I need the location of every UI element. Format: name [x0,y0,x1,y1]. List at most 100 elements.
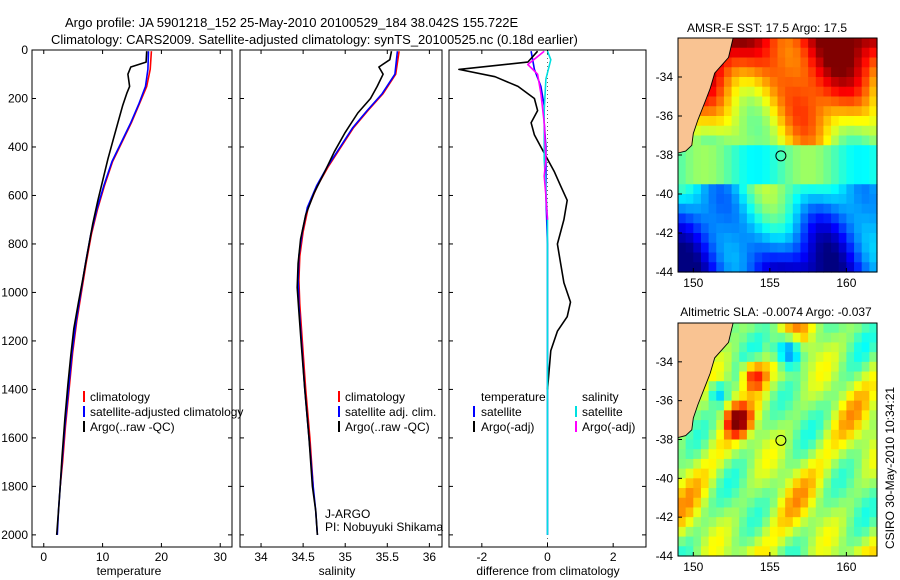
sla-map-cell [823,497,832,509]
sla-map-cell [731,352,740,363]
sst-map-cell [708,203,717,215]
sst-map-ytick-label: -44 [656,265,674,279]
sst-map-cell [846,252,855,263]
sla-map-cell [823,342,832,353]
sla-map-cell [769,390,779,402]
sla-map-cell [723,458,733,470]
sst-map-cell [823,86,832,98]
sla-map-cell [792,478,802,489]
sst-map-cell [815,184,825,195]
sla-map-cell [754,507,763,518]
sst-map-cell [831,38,840,49]
sst-map-cell [746,184,756,195]
sla-map-cell [693,478,702,489]
sla-map-cell [800,526,809,538]
sst-map-cell [861,194,870,205]
sla-map-cell [700,420,710,431]
sla-map-cell [708,400,717,411]
sla-map-cell [831,390,840,402]
sst-map-cell [815,252,825,263]
sst-map-cell [754,194,763,205]
sla-map-cell [869,361,878,373]
sst-map-cell [723,184,733,195]
sst-map-cell [846,194,855,205]
sst-map-cell [693,164,702,176]
sst-map-float-marker [775,150,787,162]
salinity-frame [239,49,443,548]
sla-map-cell [831,400,840,411]
sla-map-cell [731,536,740,547]
sla-map-cell [831,352,840,363]
sla-map-cell [769,449,779,460]
sla-map-cell [831,507,840,518]
sst-map-cell [716,96,725,107]
sla-map-cell [800,439,809,450]
sst-map-cell [708,194,717,205]
temperature-ytick-label: 400 [8,140,28,154]
sla-map-cell [731,332,740,344]
sst-map-cell [777,213,786,224]
sla-map-cell [739,497,748,509]
sst-map-cell [861,67,870,78]
sst-map-cell [746,67,756,78]
sla-map-cell [731,507,740,518]
sla-map-cell [846,381,855,392]
sla-map-cell [739,536,748,547]
sst-map-cell [785,67,794,78]
sst-map-cell [754,106,763,117]
sst-map-cell [731,125,740,137]
sla-map-cell [808,546,817,557]
sst-map-cell [792,77,802,88]
sst-map-cell [869,184,878,195]
sst-map-cell [838,96,847,107]
sla-map-cell [846,439,855,450]
sla-map-cell [792,323,802,334]
sla-map-cell [700,468,710,479]
sla-map-cell [785,526,794,538]
sla-map-cell [869,390,878,402]
sla-map-cell [831,478,840,489]
sla-map-cell [808,478,817,489]
sst-map-cell [800,57,809,68]
sla-map-cell [815,410,825,421]
sla-map-cell [678,517,687,528]
difference-legend-entry-3: Argo(-adj) [481,420,534,434]
sst-map-cell [685,145,694,156]
sla-map-cell [869,420,878,431]
sla-map-title: Altimetric SLA: -0.0074 Argo: -0.037 [680,305,872,319]
sst-map-cell [792,86,802,98]
sla-map-cell [769,381,779,392]
sla-map-cell [823,323,832,334]
sst-map-cell [800,67,809,78]
sst-map-cell [769,96,779,107]
sla-map-cell [800,390,809,402]
sla-map-cell [785,458,794,470]
sst-map-cell [723,242,733,254]
sla-map-cell [846,410,855,421]
sst-map-cell [869,96,878,107]
difference-series-4 [527,50,549,220]
sst-map-cell [708,164,717,176]
sst-map-cell [846,242,855,254]
sla-map-cell [762,352,771,363]
sla-map-cell [792,332,802,344]
sst-map-cell [700,213,710,224]
sst-map-cell [754,242,763,254]
temperature-xtick-label: 30 [214,550,228,564]
sla-map-cell [685,429,694,441]
sst-map-cell [723,125,733,137]
sla-map-cell [685,536,694,547]
temperature-ytick-label: 0 [21,43,28,57]
sla-map-cell [708,517,717,528]
sla-map-cell [854,410,863,421]
sla-map-cell [808,410,817,421]
sst-map-cell [800,135,809,146]
sla-map-cell [861,449,870,460]
sla-map-cell [869,507,878,518]
sst-map-cell [678,174,687,185]
sst-map-cell [731,86,740,98]
sla-map-cell [800,468,809,479]
sla-map-cell [746,390,756,402]
sst-map-cell [838,116,847,127]
sst-map-cell [800,47,809,59]
